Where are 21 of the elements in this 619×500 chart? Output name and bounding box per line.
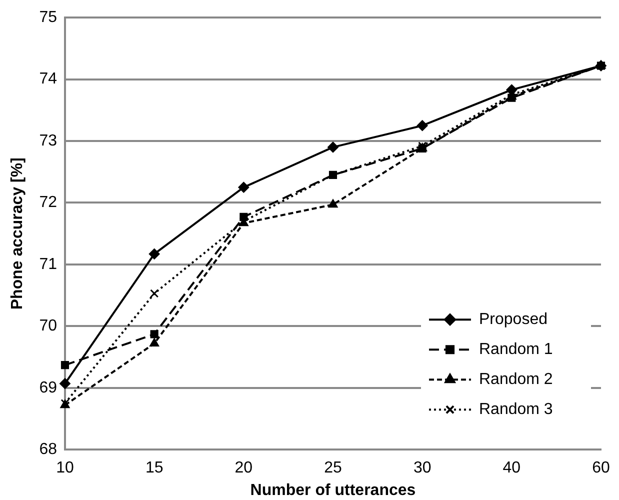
y-tick-label: 72: [39, 194, 58, 212]
legend-label: Random 3: [479, 401, 553, 418]
y-tick-label: 70: [39, 318, 58, 335]
y-tick-label: 74: [39, 70, 58, 88]
x-tick-label: 40: [502, 460, 521, 477]
y-axis-title: Phone accuracy [%]: [9, 158, 26, 310]
x-tick-label: 10: [56, 460, 74, 477]
y-tick-label: 75: [39, 9, 58, 26]
y-tick-label: 73: [39, 132, 58, 150]
legend-label: Proposed: [479, 311, 548, 328]
x-tick-label: 25: [324, 460, 342, 477]
x-tick-label: 20: [234, 460, 253, 477]
x-tick-label: 30: [413, 460, 432, 477]
x-tick-label: 60: [592, 460, 610, 477]
legend-label: Random 2: [479, 371, 553, 388]
x-axis-title: Number of utterances: [250, 482, 416, 499]
y-tick-label: 71: [39, 256, 58, 273]
y-tick-label: 68: [39, 441, 58, 458]
legend-label: Random 1: [479, 341, 553, 358]
y-tick-label: 69: [39, 379, 58, 396]
x-tick-label: 15: [145, 460, 164, 477]
